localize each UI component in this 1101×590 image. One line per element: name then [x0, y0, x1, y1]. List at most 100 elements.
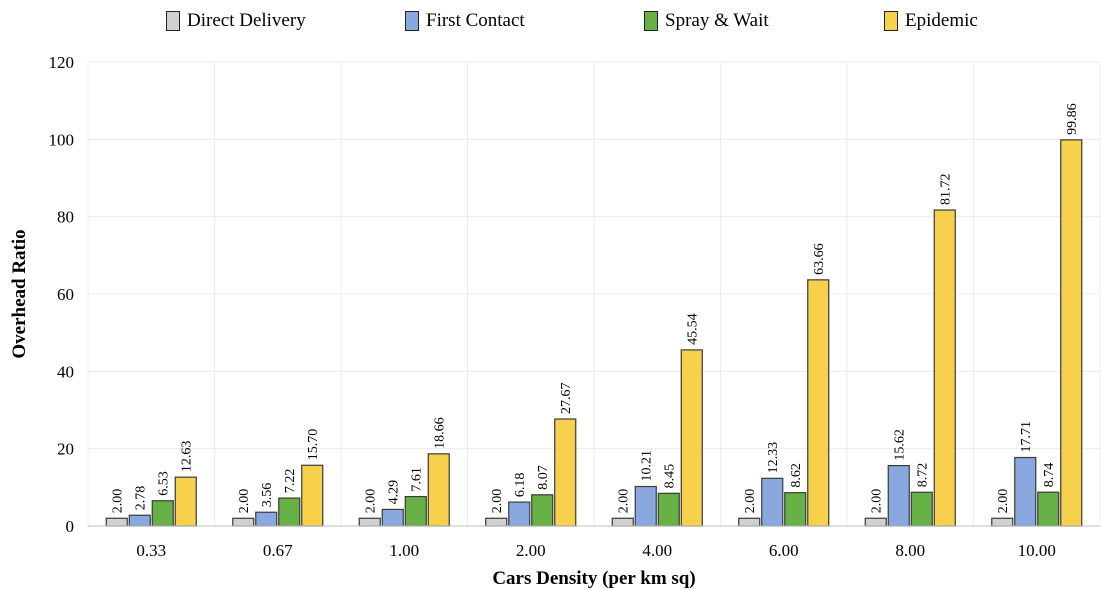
legend-item-first-contact: First Contact: [405, 10, 525, 32]
data-label: 10.21: [640, 450, 655, 482]
bar: [738, 517, 761, 527]
data-label: 6.53: [157, 471, 172, 496]
data-label: 2.00: [364, 489, 379, 514]
bar: [611, 517, 634, 527]
bar: [933, 209, 956, 527]
x-tick-label: 1.00: [389, 541, 419, 560]
bar: [910, 491, 933, 527]
x-tick-label: 2.00: [516, 541, 546, 560]
y-tick-label: 0: [66, 517, 75, 536]
data-label: 15.62: [893, 429, 908, 461]
y-tick-label: 80: [57, 208, 74, 227]
data-label: 8.45: [663, 464, 678, 489]
bar: [680, 349, 703, 527]
data-label: 8.74: [1042, 463, 1057, 488]
data-label: 45.54: [686, 313, 701, 345]
bar: [404, 495, 427, 527]
bar: [485, 517, 508, 527]
x-tick-label: 0.33: [136, 541, 166, 560]
data-label: 12.63: [180, 441, 195, 473]
bar: [174, 476, 197, 527]
data-label: 12.33: [766, 442, 781, 474]
data-label: 2.00: [111, 489, 126, 514]
data-label: 3.56: [260, 483, 275, 508]
bar: [508, 501, 531, 527]
x-tick-label: 10.00: [1018, 541, 1056, 560]
legend-swatch-first-contact: [405, 11, 419, 31]
legend-item-epidemic: Epidemic: [884, 10, 978, 32]
data-label: 2.00: [870, 489, 885, 514]
data-label: 8.07: [536, 465, 551, 490]
y-tick-label: 20: [57, 440, 74, 459]
data-label: 7.61: [410, 467, 425, 492]
legend-label: Epidemic: [905, 10, 978, 31]
bar: [105, 517, 128, 527]
bar: [554, 418, 577, 527]
bar: [657, 492, 680, 527]
data-label: 8.62: [789, 463, 804, 488]
bar: [151, 500, 174, 527]
data-label: 81.72: [939, 174, 954, 206]
bar: [255, 511, 278, 527]
bar: [634, 485, 657, 527]
x-axis-ticks: 0.33 0.67 1.00 2.00 4.00 6.00 8.00 10.00: [136, 541, 1056, 560]
y-tick-label: 40: [57, 362, 74, 381]
bar: [807, 279, 830, 527]
gridlines: [87, 61, 1101, 526]
bar: [531, 494, 554, 527]
data-label: 7.22: [283, 469, 298, 494]
bar: [1037, 491, 1060, 527]
x-tick-label: 6.00: [769, 541, 799, 560]
y-axis-title: Overhead Ratio: [9, 229, 30, 358]
bar: [381, 508, 404, 527]
legend-label: First Contact: [426, 10, 525, 31]
data-label: 6.18: [513, 473, 528, 498]
y-tick-label: 60: [57, 285, 74, 304]
legend: Direct Delivery First Contact Spray & Wa…: [0, 10, 1101, 38]
bar: [887, 465, 910, 527]
data-label: 18.66: [433, 417, 448, 449]
x-tick-label: 4.00: [642, 541, 672, 560]
y-tick-label: 100: [49, 130, 75, 149]
bar: [784, 492, 807, 527]
bar: [991, 517, 1014, 527]
legend-label: Direct Delivery: [187, 10, 306, 31]
data-label: 8.72: [916, 463, 931, 488]
data-label: 4.29: [387, 480, 402, 505]
y-axis-ticks: 0 20 40 60 80 100 120: [49, 53, 75, 536]
data-label: 15.70: [306, 429, 321, 461]
y-tick-label: 120: [49, 53, 75, 72]
data-label: 99.86: [1065, 103, 1080, 135]
x-axis-title: Cars Density (per km sq): [492, 568, 695, 589]
data-label: 2.00: [743, 489, 758, 514]
bar: [301, 464, 324, 527]
legend-swatch-spray-and-wait: [644, 11, 658, 31]
data-label: 27.67: [559, 383, 574, 415]
x-tick-label: 0.67: [263, 541, 293, 560]
data-label: 2.00: [237, 489, 252, 514]
x-tick-label: 8.00: [895, 541, 925, 560]
data-label: 2.00: [490, 489, 505, 514]
data-label: 2.00: [617, 489, 632, 514]
bars: [105, 139, 1083, 527]
bar: [128, 514, 151, 527]
legend-item-spray-and-wait: Spray & Wait: [644, 10, 769, 32]
legend-item-direct-delivery: Direct Delivery: [166, 10, 306, 32]
bar: [1060, 139, 1083, 527]
data-label: 17.71: [1019, 421, 1034, 453]
bar: [864, 517, 887, 527]
data-label: 2.78: [134, 486, 149, 511]
bar: [278, 497, 301, 527]
legend-label: Spray & Wait: [665, 10, 769, 31]
bar: [358, 517, 381, 527]
bar: [1014, 456, 1037, 527]
data-labels: 2.00 2.78 6.53 12.63 2.00 3.56 7.22 15.70 2.00 4.…: [111, 103, 1081, 513]
bar: [232, 517, 255, 527]
bar: [761, 477, 784, 527]
data-label: 63.66: [812, 243, 827, 275]
bar: [427, 453, 450, 527]
data-label: 2.00: [996, 489, 1011, 514]
legend-swatch-epidemic: [884, 11, 898, 31]
legend-swatch-direct-delivery: [166, 11, 180, 31]
